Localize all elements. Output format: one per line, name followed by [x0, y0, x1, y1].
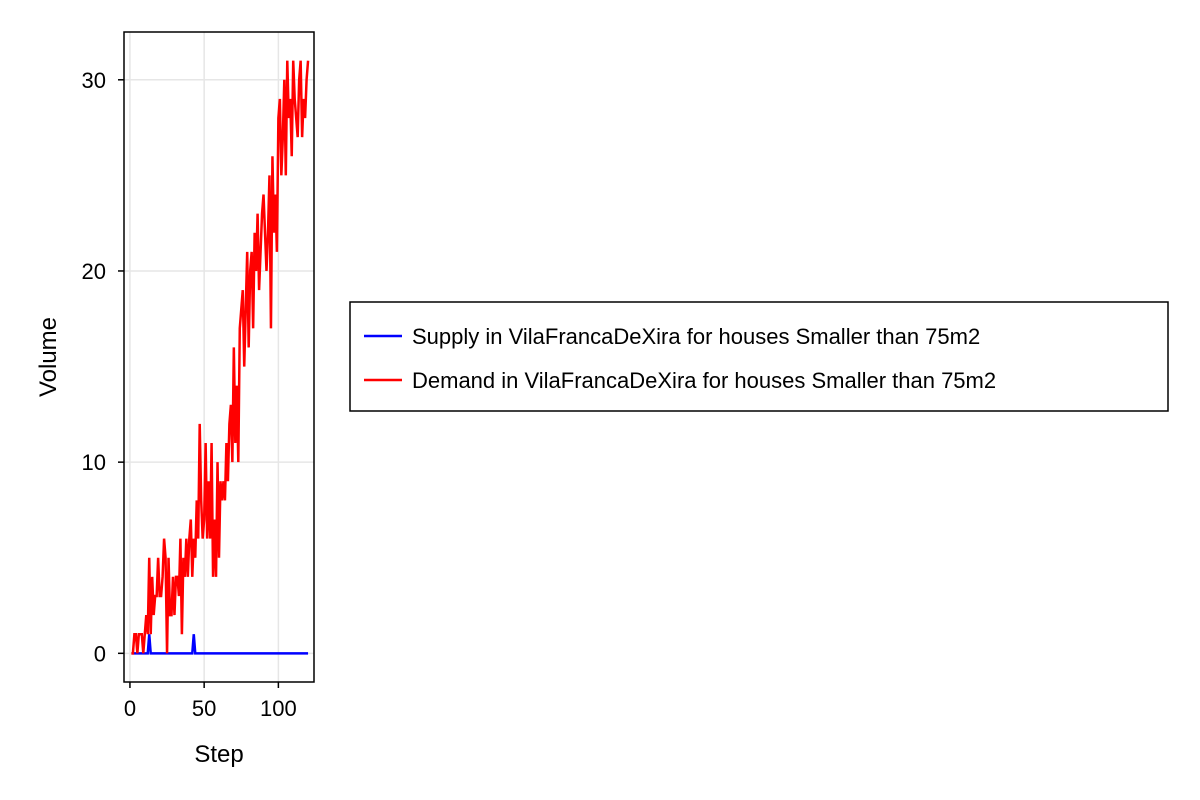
y-tick-label: 20: [82, 259, 106, 284]
x-tick-label: 50: [192, 696, 216, 721]
legend-label-demand: Demand in VilaFrancaDeXira for houses Sm…: [412, 368, 996, 393]
x-axis-title: Step: [194, 741, 243, 768]
y-axis-title: Volume: [35, 317, 62, 397]
y-tick-label: 10: [82, 450, 106, 475]
plot-frame: [123, 31, 315, 683]
y-tick-label: 0: [94, 641, 106, 666]
legend-label-supply: Supply in VilaFrancaDeXira for houses Sm…: [412, 324, 980, 349]
ticks: 0 50 100 0 10 20 30: [82, 68, 297, 721]
legend: Supply in VilaFrancaDeXira for houses Sm…: [349, 301, 1169, 412]
x-tick-label: 100: [260, 696, 297, 721]
legend-box: [349, 301, 1169, 412]
plot-area: 0 50 100 0 10 20 30: [82, 31, 315, 721]
y-tick-label: 30: [82, 68, 106, 93]
supply-series-line: [131, 634, 309, 655]
demand-series-line: [131, 60, 310, 655]
series-layer: [131, 60, 310, 655]
x-tick-label: 0: [124, 696, 136, 721]
